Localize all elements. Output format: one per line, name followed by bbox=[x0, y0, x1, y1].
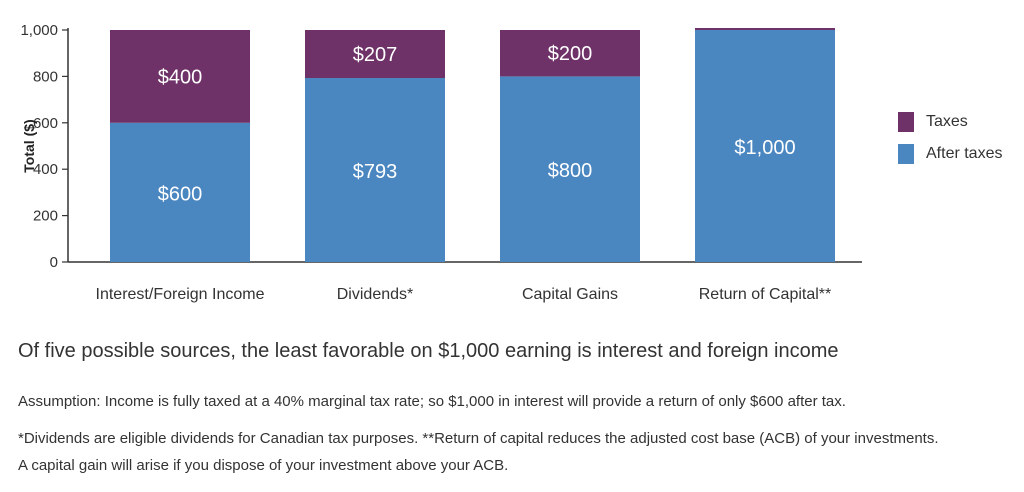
x-tick-label: Return of Capital** bbox=[699, 286, 832, 303]
bar-after-taxes bbox=[695, 30, 835, 262]
bar-after-taxes bbox=[500, 76, 640, 263]
bar-taxes bbox=[500, 30, 640, 77]
data-label-taxes: $207 bbox=[353, 44, 398, 66]
y-tick-label: 400 bbox=[33, 161, 58, 178]
legend-label-after-taxes: After taxes bbox=[926, 145, 1003, 162]
legend-label-taxes: Taxes bbox=[926, 113, 968, 130]
chart-caption-main: Of five possible sources, the least favo… bbox=[18, 340, 839, 362]
data-label-taxes: $200 bbox=[548, 43, 593, 65]
y-tick-label: 600 bbox=[33, 115, 58, 132]
x-tick-label: Capital Gains bbox=[522, 286, 618, 303]
y-tick-label: 1,000 bbox=[20, 22, 58, 39]
legend-swatch-after-taxes bbox=[898, 144, 914, 164]
bar-taxes bbox=[695, 28, 835, 30]
bar-taxes bbox=[305, 30, 445, 79]
bar-after-taxes bbox=[110, 122, 250, 262]
footnote-capital-gain: A capital gain will arise if you dispose… bbox=[18, 457, 509, 474]
footnote-dividends: *Dividends are eligible dividends for Ca… bbox=[18, 430, 939, 447]
y-tick-label: 200 bbox=[33, 208, 58, 225]
data-label-after-taxes: $1,000 bbox=[734, 137, 795, 159]
legend-swatch-taxes bbox=[898, 112, 914, 132]
data-label-after-taxes: $793 bbox=[353, 161, 398, 183]
y-axis-title: Total ($) bbox=[21, 119, 37, 172]
bar-taxes bbox=[110, 30, 250, 123]
data-label-after-taxes: $600 bbox=[158, 183, 203, 205]
data-label-after-taxes: $800 bbox=[548, 160, 593, 182]
y-tick-label: 0 bbox=[50, 254, 58, 271]
data-label-taxes: $400 bbox=[158, 66, 203, 88]
assumption-note: Assumption: Income is fully taxed at a 4… bbox=[18, 393, 846, 410]
x-tick-label: Interest/Foreign Income bbox=[96, 286, 265, 303]
x-tick-label: Dividends* bbox=[337, 286, 413, 303]
y-tick-label: 800 bbox=[33, 68, 58, 85]
stacked-bar-chart: 0 200 400 600 800 1,000 Total ($) $600 $400 Inter… bbox=[20, 22, 862, 303]
bar-after-taxes bbox=[305, 78, 445, 262]
